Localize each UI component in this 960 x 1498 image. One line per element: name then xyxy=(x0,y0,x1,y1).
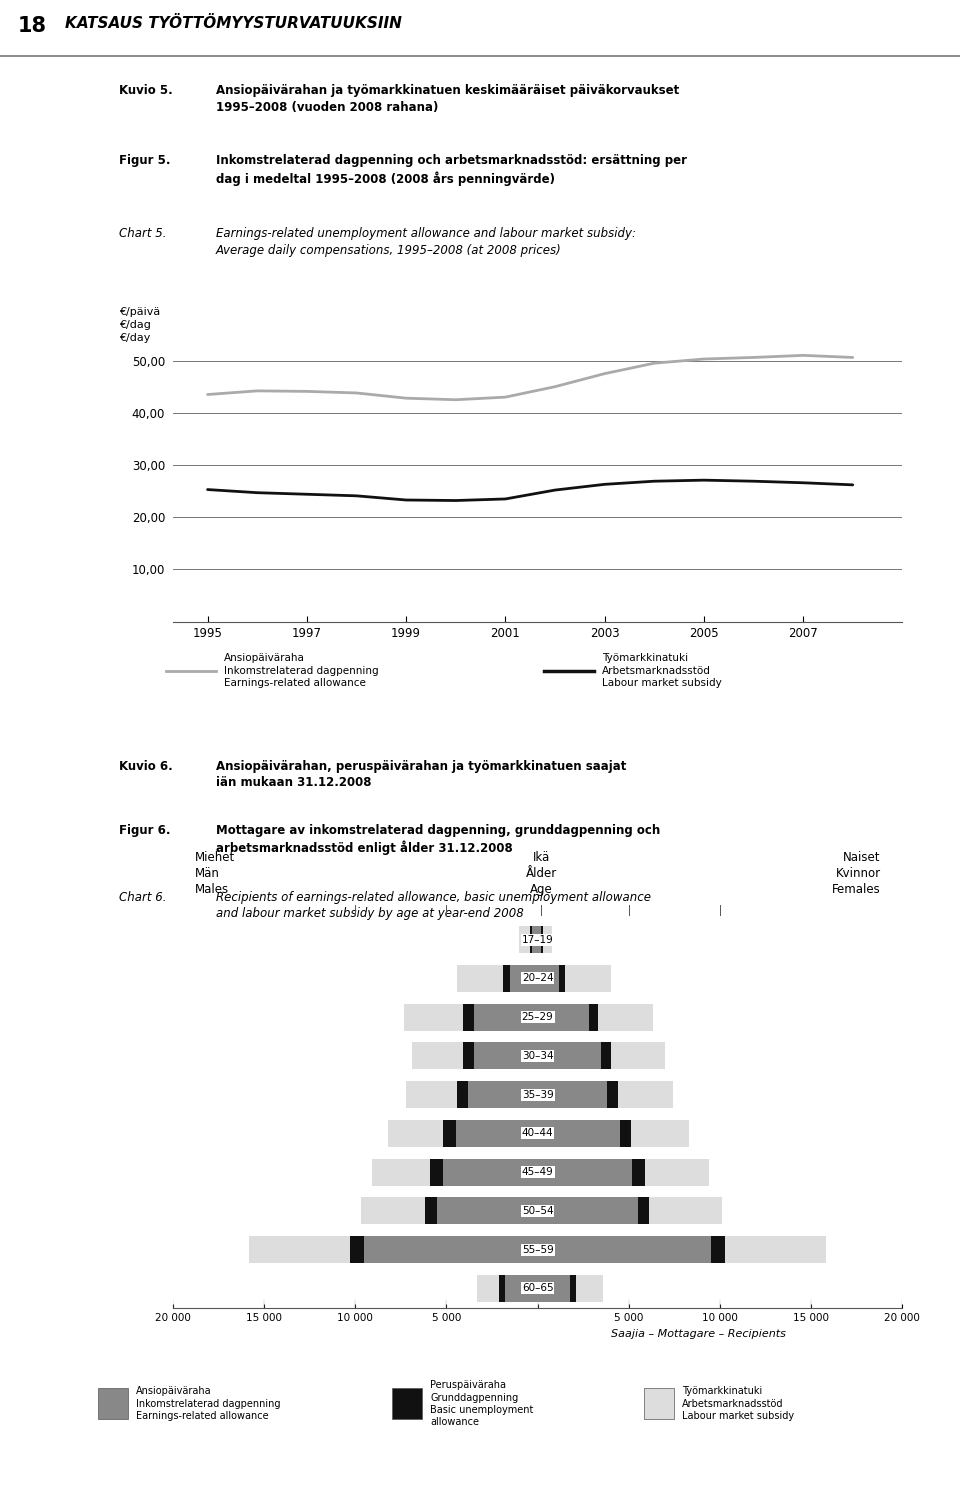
Bar xyxy=(519,926,530,953)
Text: 25–29: 25–29 xyxy=(521,1013,554,1022)
Text: 40–44: 40–44 xyxy=(522,1128,553,1138)
Bar xyxy=(511,965,538,992)
Text: Chart 6.: Chart 6. xyxy=(119,891,167,903)
Text: 17–19: 17–19 xyxy=(521,935,554,945)
Bar xyxy=(430,1158,443,1186)
Bar xyxy=(633,1158,645,1186)
Text: 60–65: 60–65 xyxy=(522,1284,553,1293)
Text: 45–49: 45–49 xyxy=(521,1167,554,1177)
Text: €/päivä
€/dag
€/day: €/päivä €/dag €/day xyxy=(119,307,160,343)
Bar xyxy=(457,1082,468,1109)
Bar xyxy=(543,926,552,953)
Text: 50–54: 50–54 xyxy=(522,1206,553,1216)
Bar xyxy=(538,1197,638,1224)
Bar xyxy=(598,1004,653,1031)
Bar xyxy=(443,1158,538,1186)
Text: KATSAUS TYÖTTÖMYYSTURVATUUKSIIN: KATSAUS TYÖTTÖMYYSTURVATUUKSIIN xyxy=(65,16,402,31)
Bar xyxy=(424,1197,437,1224)
Text: Työmarkkinatuki
Arbetsmarknadsstöd
Labour market subsidy: Työmarkkinatuki Arbetsmarknadsstöd Labou… xyxy=(683,1386,794,1422)
Text: Naiset
Kvinnor
Females: Naiset Kvinnor Females xyxy=(831,851,880,896)
Bar xyxy=(564,965,611,992)
Text: 35–39: 35–39 xyxy=(521,1089,554,1100)
Bar xyxy=(455,1121,538,1147)
Bar xyxy=(560,965,564,992)
Bar xyxy=(588,1004,598,1031)
Bar xyxy=(404,1004,463,1031)
Bar xyxy=(541,926,543,953)
Bar xyxy=(538,965,560,992)
Bar xyxy=(538,1082,607,1109)
Bar xyxy=(393,1389,421,1420)
Bar xyxy=(538,1043,601,1070)
Text: Chart 5.: Chart 5. xyxy=(119,228,167,240)
Bar xyxy=(644,1389,674,1420)
Bar xyxy=(406,1082,457,1109)
Bar xyxy=(538,1158,633,1186)
Text: 30–34: 30–34 xyxy=(522,1052,553,1061)
Bar xyxy=(618,1082,673,1109)
Bar xyxy=(99,1389,128,1420)
Bar xyxy=(412,1043,463,1070)
Bar xyxy=(538,1121,620,1147)
Bar xyxy=(611,1043,665,1070)
Text: Kuvio 5.: Kuvio 5. xyxy=(119,84,173,97)
Text: Miehet
Män
Males: Miehet Män Males xyxy=(195,851,235,896)
Text: Saajia – Mottagare – Recipients: Saajia – Mottagare – Recipients xyxy=(611,1329,785,1339)
Text: Figur 6.: Figur 6. xyxy=(119,824,171,836)
Bar xyxy=(530,926,532,953)
Text: 18: 18 xyxy=(17,16,46,36)
Bar xyxy=(372,1158,430,1186)
Bar xyxy=(532,926,538,953)
Bar xyxy=(361,1197,424,1224)
Bar xyxy=(499,1275,505,1302)
Bar xyxy=(250,1236,349,1263)
Text: Mottagare av inkomstrelaterad dagpenning, grunddagpenning och
arbetsmarknadsstöd: Mottagare av inkomstrelaterad dagpenning… xyxy=(216,824,660,855)
Bar xyxy=(468,1082,538,1109)
Bar xyxy=(638,1197,649,1224)
Bar xyxy=(649,1197,722,1224)
Text: Recipients of earnings-related allowance, basic unemployment allowance
and labou: Recipients of earnings-related allowance… xyxy=(216,891,651,920)
Text: Peruspäiväraha
Grunddagpenning
Basic unemployment
allowance: Peruspäiväraha Grunddagpenning Basic une… xyxy=(430,1380,534,1428)
Bar xyxy=(538,1004,588,1031)
Bar xyxy=(437,1197,538,1224)
Bar xyxy=(631,1121,689,1147)
Bar xyxy=(538,926,541,953)
Text: 20–24: 20–24 xyxy=(522,974,553,983)
Bar xyxy=(474,1004,538,1031)
Bar xyxy=(576,1275,603,1302)
Bar xyxy=(463,1043,474,1070)
Text: Ansiopäivärahan ja työmarkkinatuen keskimääräiset päiväkorvaukset
1995–2008 (vuo: Ansiopäivärahan ja työmarkkinatuen keski… xyxy=(216,84,680,114)
Text: Ikä
Ålder
Age: Ikä Ålder Age xyxy=(526,851,557,896)
Text: Ansiopäivärahan, peruspäivärahan ja työmarkkinatuen saajat
iän mukaan 31.12.2008: Ansiopäivärahan, peruspäivärahan ja työm… xyxy=(216,759,626,789)
Bar xyxy=(474,1043,538,1070)
Text: Inkomstrelaterad dagpenning och arbetsmarknadsstöd: ersättning per
dag i medelta: Inkomstrelaterad dagpenning och arbetsma… xyxy=(216,154,687,186)
Bar xyxy=(570,1275,576,1302)
Bar xyxy=(365,1236,538,1263)
Bar xyxy=(477,1275,499,1302)
Bar xyxy=(620,1121,631,1147)
Bar xyxy=(711,1236,726,1263)
Bar xyxy=(443,1121,455,1147)
Text: Ansiopäiväraha
Inkomstrelaterad dagpenning
Earnings-related allowance: Ansiopäiväraha Inkomstrelaterad dagpenni… xyxy=(225,653,379,688)
Bar xyxy=(726,1236,826,1263)
Bar xyxy=(538,1236,711,1263)
Bar xyxy=(388,1121,443,1147)
Text: Työmarkkinatuki
Arbetsmarknadsstöd
Labour market subsidy: Työmarkkinatuki Arbetsmarknadsstöd Labou… xyxy=(603,653,722,688)
Bar xyxy=(538,1275,570,1302)
Bar xyxy=(463,1004,474,1031)
Bar xyxy=(505,1275,538,1302)
Text: Earnings-related unemployment allowance and labour market subsidy:
Average daily: Earnings-related unemployment allowance … xyxy=(216,228,636,256)
Text: Ansiopäiväraha
Inkomstrelaterad dagpenning
Earnings-related allowance: Ansiopäiväraha Inkomstrelaterad dagpenni… xyxy=(136,1386,280,1422)
Bar xyxy=(457,965,503,992)
Text: Figur 5.: Figur 5. xyxy=(119,154,171,168)
Text: Kuvio 6.: Kuvio 6. xyxy=(119,759,173,773)
Bar xyxy=(645,1158,709,1186)
Text: 55–59: 55–59 xyxy=(521,1245,554,1255)
Bar xyxy=(349,1236,365,1263)
Bar xyxy=(503,965,511,992)
Bar xyxy=(601,1043,611,1070)
Bar xyxy=(607,1082,618,1109)
